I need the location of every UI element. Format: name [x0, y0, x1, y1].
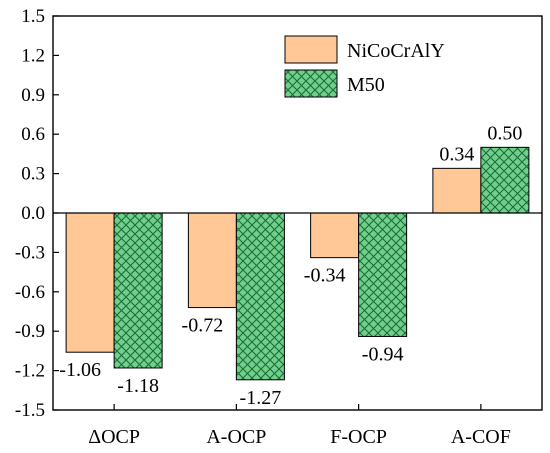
y-tick-label-9: 1.2	[21, 45, 45, 66]
bar-m50-3	[480, 146, 530, 214]
y-tick-label-1: -1.2	[15, 361, 45, 382]
bar-nicocraly-0	[65, 212, 115, 353]
x-category-label-3: A-COF	[451, 426, 511, 448]
legend: NiCoCrAlY M50	[284, 35, 445, 98]
data-label-m50-1: -1.27	[240, 387, 282, 409]
y-tick-label-10: 1.5	[21, 6, 45, 27]
bar-nicocraly-1	[187, 212, 237, 309]
y-tick-label-6: 0.3	[21, 164, 45, 185]
data-label-nicocraly-0: -1.06	[59, 359, 101, 381]
y-tick-label-7: 0.6	[21, 124, 45, 145]
legend-swatch-m50	[284, 69, 338, 98]
x-category-label-0: ΔOCP	[88, 426, 140, 448]
data-label-nicocraly-3: 0.34	[439, 143, 474, 165]
y-tick-label-5: 0.0	[21, 203, 45, 224]
y-tick-label-0: -1.5	[15, 400, 45, 421]
data-label-m50-3: 0.50	[487, 122, 522, 144]
bar-nicocraly-2	[310, 212, 360, 259]
legend-swatch-nicocraly	[284, 35, 338, 64]
data-label-m50-2: -0.94	[362, 343, 404, 365]
bar-nicocraly-3	[432, 167, 482, 214]
y-tick-label-4: -0.3	[15, 242, 45, 263]
y-tick-label-3: -0.6	[15, 282, 45, 303]
bar-m50-2	[358, 212, 408, 337]
y-tick-label-2: -0.9	[15, 321, 45, 342]
y-tick-label-8: 0.9	[21, 85, 45, 106]
bar-m50-1	[235, 212, 285, 381]
x-category-label-1: A-OCP	[206, 426, 266, 448]
legend-label-m50: M50	[347, 74, 385, 96]
plot-area: -1.06 -0.72 -0.34 0.34 -1.18 -1.27 -0.94 0.50 -1…	[15, 6, 543, 448]
bar-m50-0	[113, 212, 163, 369]
data-label-nicocraly-1: -0.72	[182, 315, 224, 337]
x-category-label-2: F-OCP	[330, 426, 387, 448]
legend-label-nicocraly: NiCoCrAlY	[347, 40, 445, 62]
data-label-nicocraly-2: -0.34	[304, 265, 346, 287]
data-label-m50-0: -1.18	[117, 375, 159, 397]
